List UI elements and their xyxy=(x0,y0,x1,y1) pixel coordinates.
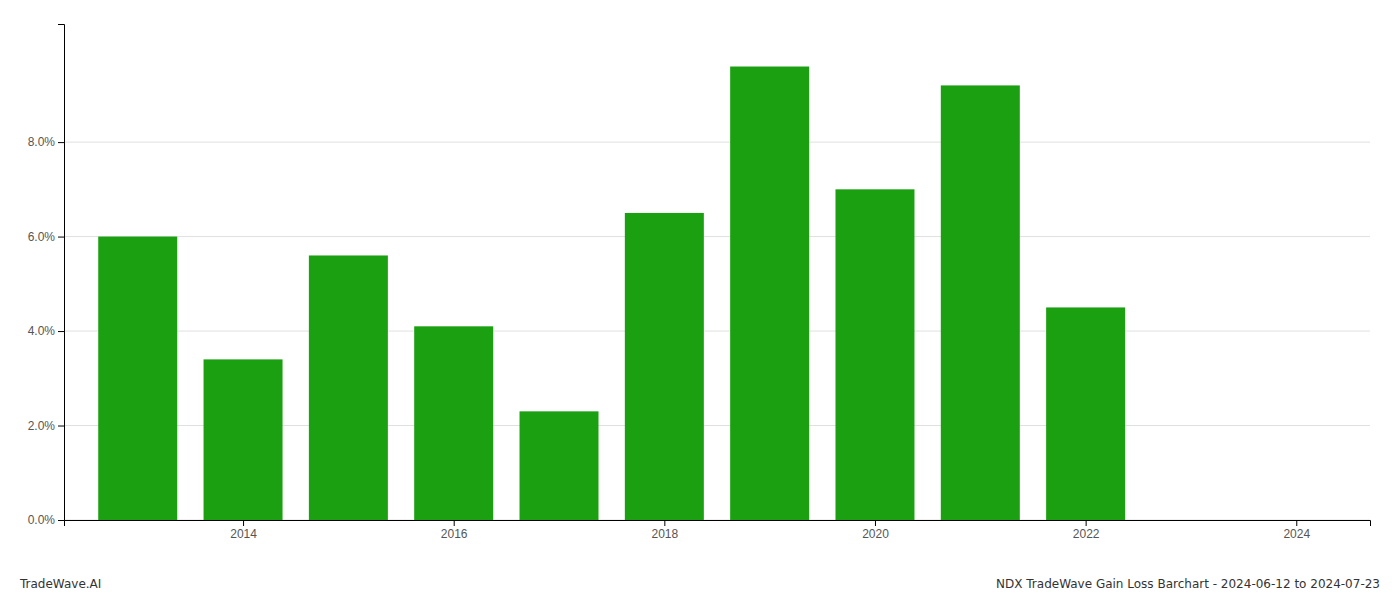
grid-line xyxy=(64,236,1370,237)
x-tick-mark xyxy=(1296,520,1297,526)
y-tick: 4.0% xyxy=(28,324,64,338)
x-tick-mark xyxy=(875,520,876,526)
y-axis-line xyxy=(58,25,65,521)
x-tick-mark xyxy=(1086,520,1087,526)
y-tick-label: 0.0% xyxy=(28,513,56,527)
x-tick-label: 2022 xyxy=(1073,527,1100,541)
x-tick: 2014 xyxy=(230,520,257,541)
x-tick-label: 2016 xyxy=(441,527,468,541)
bar xyxy=(98,237,177,520)
y-axis: 0.0% 2.0% 4.0% 6.0% 8.0% xyxy=(28,25,65,528)
bar xyxy=(414,326,493,520)
y-tick-mark xyxy=(58,520,64,521)
grid-line xyxy=(64,142,1370,143)
y-tick: 6.0% xyxy=(28,230,64,244)
x-tick: 2020 xyxy=(862,520,889,541)
y-tick-label: 2.0% xyxy=(28,419,56,433)
x-axis: 2014 2016 2018 2020 2022 2024 xyxy=(65,520,1371,541)
chart-svg: 2014 2016 2018 2020 2022 2024 0.0% 2.0% 4.0% 6.0%… xyxy=(0,0,1400,600)
bar xyxy=(1151,520,1230,521)
grid xyxy=(64,142,1370,520)
x-tick-label: 2020 xyxy=(862,527,889,541)
y-tick-mark xyxy=(58,142,64,143)
bar xyxy=(941,85,1020,520)
x-tick-label: 2024 xyxy=(1283,527,1310,541)
footer-text: TradeWave.AI xyxy=(19,577,101,591)
bar xyxy=(1046,307,1125,520)
x-tick-mark xyxy=(664,520,665,526)
y-tick: 8.0% xyxy=(28,135,64,149)
bar xyxy=(309,255,388,520)
x-tick: 2018 xyxy=(651,520,678,541)
x-tick-mark xyxy=(454,520,455,526)
y-tick-label: 6.0% xyxy=(28,230,56,244)
x-tick-label: 2014 xyxy=(230,527,257,541)
y-tick-label: 8.0% xyxy=(28,135,56,149)
footer-text: NDX TradeWave Gain Loss Barchart - 2024-… xyxy=(996,577,1380,591)
bar xyxy=(730,67,809,520)
x-axis-line xyxy=(65,521,1371,527)
bars xyxy=(98,67,1125,520)
x-tick-mark xyxy=(243,520,244,526)
grid-line xyxy=(64,331,1370,332)
y-tick-mark xyxy=(58,237,64,238)
x-tick: 2016 xyxy=(441,520,468,541)
x-tick: 2024 xyxy=(1283,520,1310,541)
y-tick: 0.0% xyxy=(28,513,64,527)
y-tick-label: 4.0% xyxy=(28,324,56,338)
bar xyxy=(520,411,599,520)
y-tick-mark xyxy=(58,331,64,332)
plot-area: 2014 2016 2018 2020 2022 2024 0.0% 2.0% 4.0% 6.0%… xyxy=(28,25,1371,541)
bar xyxy=(835,189,914,520)
x-tick: 2022 xyxy=(1073,520,1100,541)
x-tick-label: 2018 xyxy=(651,527,678,541)
bar xyxy=(625,213,704,520)
bar xyxy=(204,359,283,520)
y-tick-mark xyxy=(58,426,64,427)
y-tick: 2.0% xyxy=(28,419,64,433)
